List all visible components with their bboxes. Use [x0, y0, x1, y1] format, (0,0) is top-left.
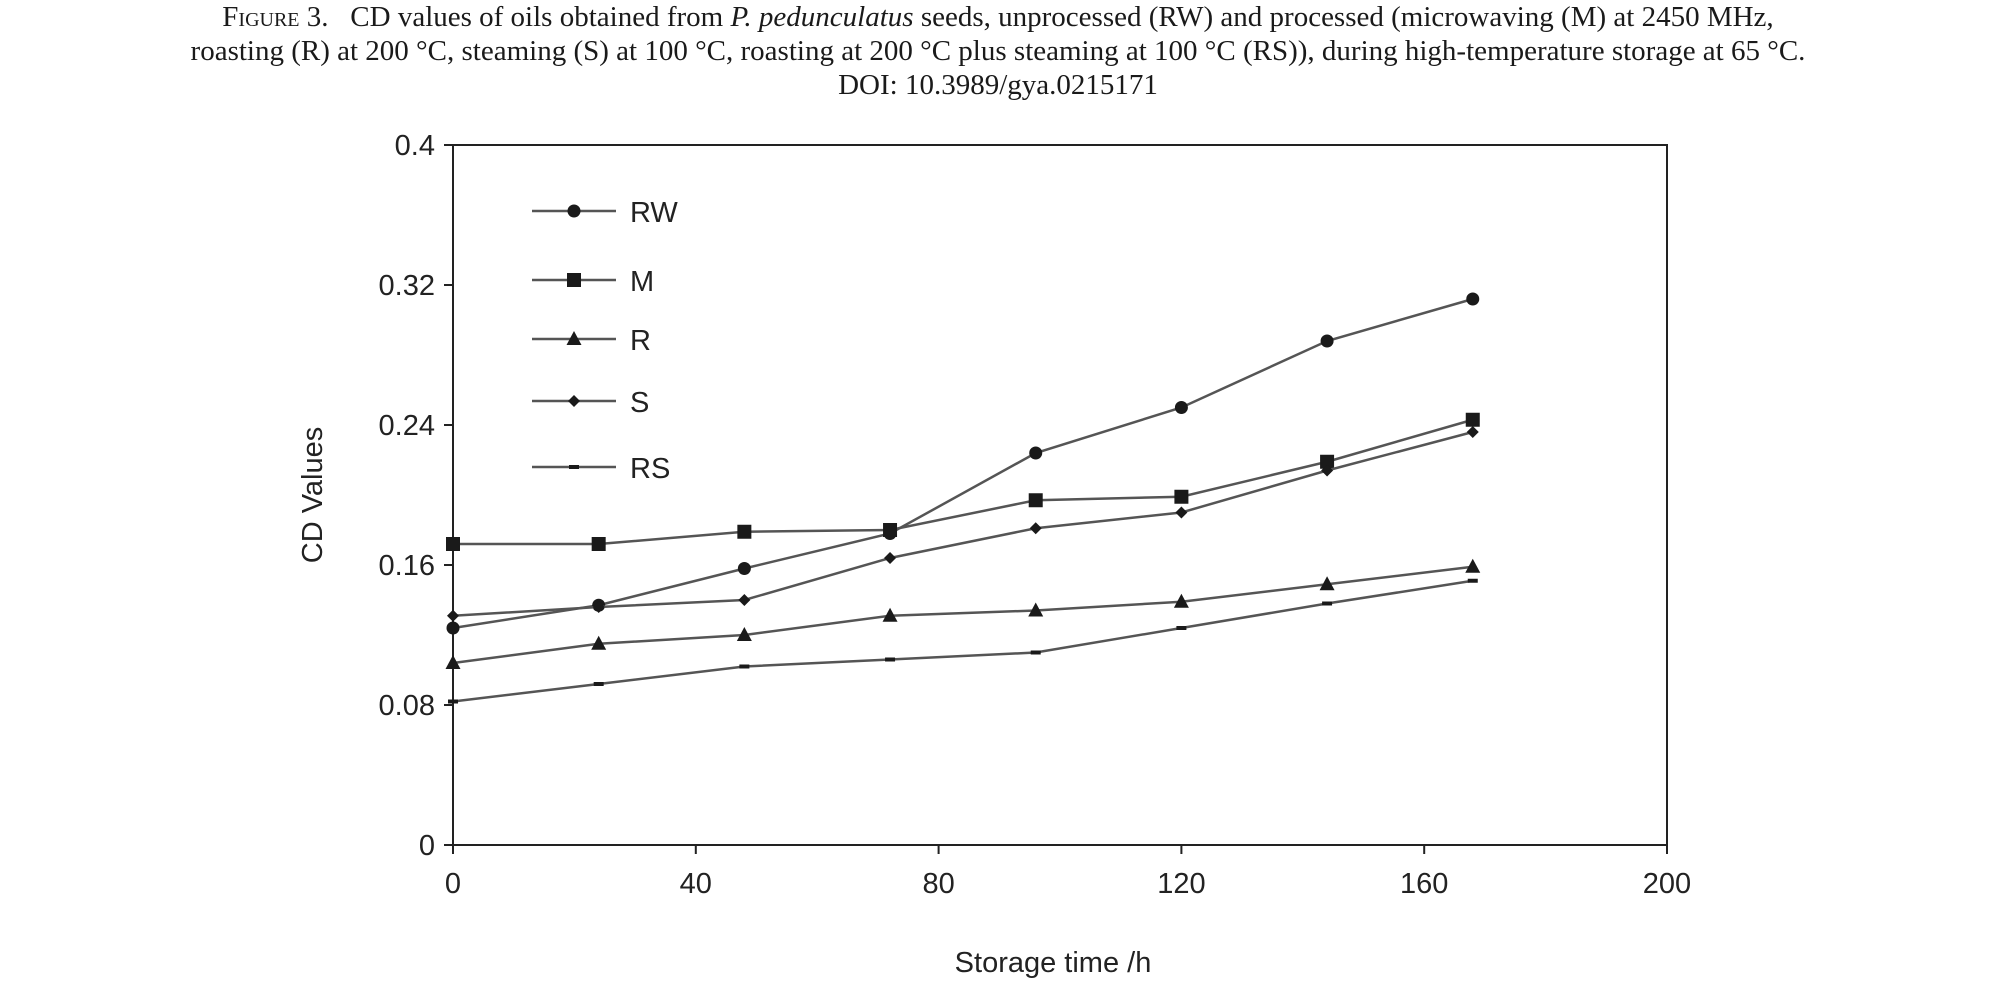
y-tick-label: 0.24	[379, 410, 435, 442]
data-point-rw	[1029, 446, 1043, 460]
legend-item-m: M	[532, 266, 654, 298]
legend-item-rw: RW	[532, 197, 678, 229]
caption-text-a: CD values of oils obtained from	[350, 1, 731, 33]
data-point-m	[737, 524, 752, 539]
y-tick-label: 0	[419, 830, 435, 862]
series-line-s	[452, 430, 1474, 617]
data-point-m	[1465, 412, 1480, 427]
legend-label-s: S	[630, 387, 649, 419]
series-layer	[445, 292, 1481, 704]
data-point-rw	[1174, 401, 1188, 414]
data-point-rw	[737, 562, 751, 575]
caption-line-2: roasting (R) at 200 °C, steaming (S) at …	[190, 35, 1806, 67]
series-line-r	[452, 565, 1473, 665]
legend-marker-rw	[567, 204, 581, 218]
legend-marker-m	[567, 273, 581, 287]
y-tick-label: 0.32	[379, 270, 435, 302]
data-point-m	[883, 523, 898, 537]
data-point-r	[1465, 558, 1481, 573]
y-axis-label: CD Values	[297, 427, 329, 563]
series-line-m	[453, 418, 1474, 546]
data-point-s	[1175, 506, 1188, 519]
figure-caption: Figure 3. CD values of oils obtained fro…	[0, 0, 1996, 102]
series-s	[447, 426, 1479, 622]
data-point-m	[1320, 454, 1335, 469]
y-tick-label: 0.4	[395, 130, 435, 162]
legend-label-r: R	[630, 325, 651, 357]
legend-marker-r	[566, 331, 582, 345]
species-name: P. pedunculatus	[730, 1, 914, 33]
data-point-rw	[1466, 292, 1480, 306]
legend-item-r: R	[532, 325, 651, 357]
x-tick-label: 0	[445, 868, 461, 900]
data-point-s	[1321, 464, 1334, 477]
x-tick-label: 200	[1643, 868, 1691, 900]
x-tick-label: 80	[922, 868, 954, 900]
x-tick-label: 160	[1400, 868, 1448, 900]
legend-label-rw: RW	[630, 197, 678, 229]
data-point-r	[1028, 602, 1044, 617]
data-point-r	[1319, 576, 1335, 591]
legend-item-s: S	[532, 387, 649, 419]
caption-text-b: seeds, unprocessed (RW) and processed (m…	[913, 1, 1774, 33]
legend-label-m: M	[630, 266, 654, 298]
x-tick-label: 40	[680, 868, 712, 900]
figure-number: Figure 3.	[222, 1, 329, 33]
series-rs	[448, 578, 1478, 704]
data-point-r	[445, 655, 461, 669]
x-tick-label: 120	[1157, 868, 1205, 900]
series-line-rw	[452, 297, 1474, 630]
x-axis: 0 40 80 120 160 200	[445, 845, 1691, 900]
legend-marker-s	[568, 395, 580, 407]
data-point-rw	[446, 621, 460, 635]
y-tick-label: 0.16	[379, 550, 435, 582]
caption-line-1: Figure 3. CD values of oils obtained fro…	[0, 0, 1996, 34]
caption-doi: DOI: 10.3989/gya.0215171	[838, 69, 1158, 101]
series-m	[446, 412, 1480, 551]
data-point-s	[592, 601, 605, 613]
legend-label-rs: RS	[630, 453, 670, 485]
y-tick-label: 0.08	[379, 690, 435, 722]
data-point-r	[591, 635, 607, 650]
legend-item-rs: RS	[532, 453, 670, 485]
y-axis: 0 0.08 0.16 0.24 0.32 0.4	[379, 130, 453, 862]
plot-frame	[452, 144, 1668, 846]
data-point-s	[1466, 426, 1479, 438]
data-point-s	[738, 594, 751, 606]
data-point-m	[446, 537, 460, 551]
data-point-s	[1029, 522, 1042, 535]
data-point-r	[736, 627, 752, 641]
data-point-m	[1174, 489, 1189, 504]
data-point-r	[882, 607, 898, 622]
series-r	[445, 558, 1481, 669]
series-line-rs	[452, 579, 1473, 703]
data-point-rw	[1320, 334, 1334, 348]
data-point-m	[591, 537, 606, 551]
data-point-r	[1173, 593, 1189, 608]
x-axis-label: Storage time /h	[955, 947, 1152, 979]
data-point-m	[1028, 493, 1043, 508]
data-point-s	[884, 552, 897, 564]
data-point-s	[447, 609, 459, 622]
